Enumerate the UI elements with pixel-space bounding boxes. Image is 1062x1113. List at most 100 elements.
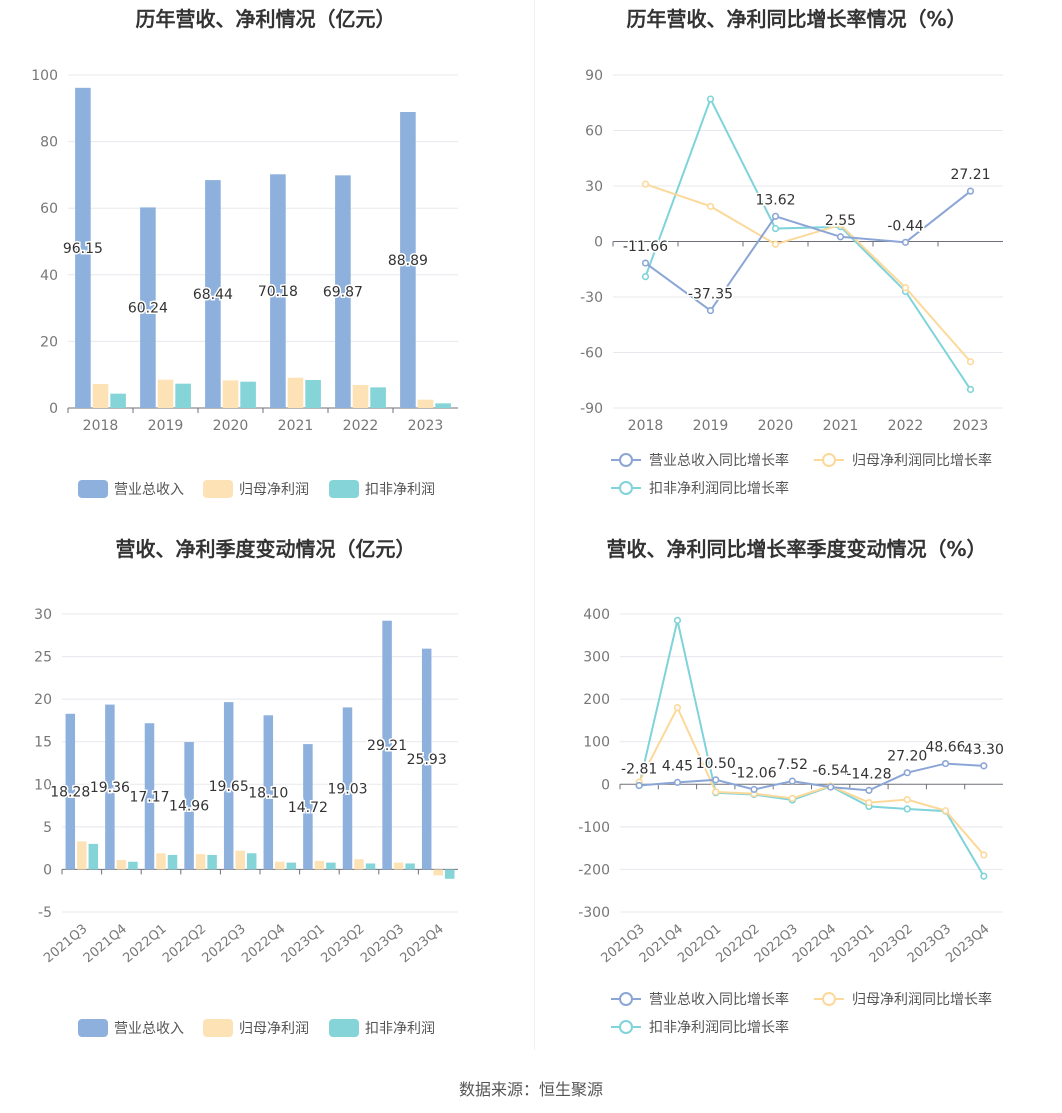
bar-revenue xyxy=(335,175,351,408)
data-label: 88.89 xyxy=(388,253,428,269)
data-point xyxy=(706,306,715,315)
bar-deducted-profit xyxy=(240,381,256,408)
bar-revenue xyxy=(184,742,194,870)
x-tick-label: 2019 xyxy=(693,418,729,434)
y-tick-label: 25 xyxy=(34,650,52,666)
data-label: -14.28 xyxy=(846,766,891,782)
data-label: 68.44 xyxy=(193,287,233,303)
bar-deducted-profit xyxy=(444,869,455,879)
data-point xyxy=(635,781,643,790)
y-tick-label: -30 xyxy=(580,290,603,306)
data-label: -37.35 xyxy=(688,287,733,303)
y-tick-label: 30 xyxy=(34,607,52,623)
data-point xyxy=(901,284,910,292)
bar-revenue xyxy=(75,87,91,409)
bar-revenue xyxy=(382,620,392,870)
data-point xyxy=(706,202,715,210)
data-label: 14.72 xyxy=(288,800,328,816)
bar-net-profit xyxy=(156,853,166,870)
data-label: 60.24 xyxy=(128,301,168,317)
legend-label: 扣非净利润同比增长率 xyxy=(649,480,789,497)
annual-bar-chart-svg: 历年营收、净利情况（亿元） 0 20 40 60 80 100 2018 2019 2020 202… xyxy=(31,7,458,498)
x-tick-label: 2023Q3 xyxy=(358,922,407,967)
data-label: 13.62 xyxy=(755,192,795,208)
quarterly-line-chart-svg: 营收、净利同比增长率季度变动情况（%） -300 -200 -100 0 100 200 30… xyxy=(578,537,1005,1036)
bar-deducted-profit xyxy=(405,863,415,870)
legend-label: 营业总收入 xyxy=(114,482,184,498)
data-point xyxy=(788,777,796,785)
data-label: 48.66 xyxy=(926,740,966,756)
legend-label: 归母净利润同比增长率 xyxy=(852,991,992,1008)
series-line xyxy=(645,183,972,363)
bar-revenue xyxy=(342,707,353,870)
y-tick-label: -200 xyxy=(578,862,610,878)
bar-revenue xyxy=(144,723,155,870)
bar-net-profit xyxy=(314,860,325,870)
legend-label: 营业总收入同比增长率 xyxy=(649,452,789,469)
x-tick-label: 2022 xyxy=(888,418,924,434)
y-tick-label: 0 xyxy=(49,401,58,417)
bar-revenue xyxy=(400,111,416,408)
bar-net-profit xyxy=(195,854,206,870)
data-label: -11.66 xyxy=(623,239,668,255)
bar-net-profit xyxy=(275,861,285,870)
data-label: 7.52 xyxy=(777,757,808,773)
data-point xyxy=(966,187,975,195)
data-point xyxy=(771,212,780,220)
bar-deducted-profit xyxy=(370,387,386,408)
y-tick-label: -90 xyxy=(580,401,603,417)
y-tick-label: 100 xyxy=(583,735,610,751)
legend-label: 归母净利润 xyxy=(239,1020,309,1037)
legend-label: 归母净利润同比增长率 xyxy=(852,452,992,469)
data-point xyxy=(941,807,950,815)
x-tick-label: 2021 xyxy=(278,418,314,434)
data-label: -2.81 xyxy=(621,761,657,777)
data-point xyxy=(980,872,988,880)
legend-label: 营业总收入 xyxy=(114,1021,184,1037)
data-point xyxy=(788,794,796,802)
data-label: 4.45 xyxy=(662,758,693,774)
data-point xyxy=(901,238,910,246)
chart-quarterly-revenue-profit: 营收、净利季度变动情况（亿元） -5 0 5 10 15 20 25 30 2021Q3 2021Q… xyxy=(0,530,531,1060)
x-tick-label: 2023 xyxy=(953,418,989,434)
data-point xyxy=(865,786,873,794)
data-point xyxy=(980,762,988,770)
legend-label: 扣非净利润 xyxy=(365,1021,435,1037)
bar-net-profit xyxy=(77,841,87,870)
legend-swatch xyxy=(78,480,108,498)
data-point xyxy=(673,616,682,624)
chart-annual-revenue-profit: 历年营收、净利情况（亿元） 0 20 40 60 80 100 2018 2019 2020 202… xyxy=(0,0,531,530)
legend-marker xyxy=(822,992,836,1006)
x-tick-label: 2018 xyxy=(628,418,664,434)
y-tick-label: 60 xyxy=(585,124,603,140)
bar-revenue xyxy=(263,715,274,870)
bar-net-profit xyxy=(352,385,369,408)
x-tick-label: 2021Q3 xyxy=(41,922,90,967)
x-tick-label: 2022 xyxy=(343,418,379,434)
data-label: -12.06 xyxy=(731,765,776,781)
x-tick-label: 2022Q1 xyxy=(120,922,169,967)
legend-swatch xyxy=(78,1019,108,1037)
data-label: 2.55 xyxy=(825,213,856,229)
legend-swatch xyxy=(329,1019,359,1037)
legend-swatch xyxy=(329,480,359,498)
data-label: 96.15 xyxy=(63,241,103,257)
bar-net-profit xyxy=(235,850,245,870)
bar-net-profit xyxy=(433,869,443,876)
bar-net-profit xyxy=(116,860,127,870)
x-tick-label: 2020 xyxy=(758,418,794,434)
bar-deducted-profit xyxy=(326,862,336,870)
bar-deducted-profit xyxy=(246,853,257,870)
y-tick-label: 10 xyxy=(34,777,52,793)
data-label: 18.28 xyxy=(50,785,90,801)
bar-deducted-profit xyxy=(305,380,321,408)
legend-label: 归母净利润 xyxy=(239,481,309,498)
data-label: 27.21 xyxy=(950,167,990,183)
y-tick-label: -60 xyxy=(580,346,603,362)
data-label: 19.03 xyxy=(327,781,367,797)
data-point xyxy=(641,273,650,281)
data-label: 14.96 xyxy=(169,799,209,815)
legend-label: 扣非净利润 xyxy=(365,482,435,498)
bar-deducted-profit xyxy=(365,863,376,870)
bar-net-profit xyxy=(157,379,174,408)
